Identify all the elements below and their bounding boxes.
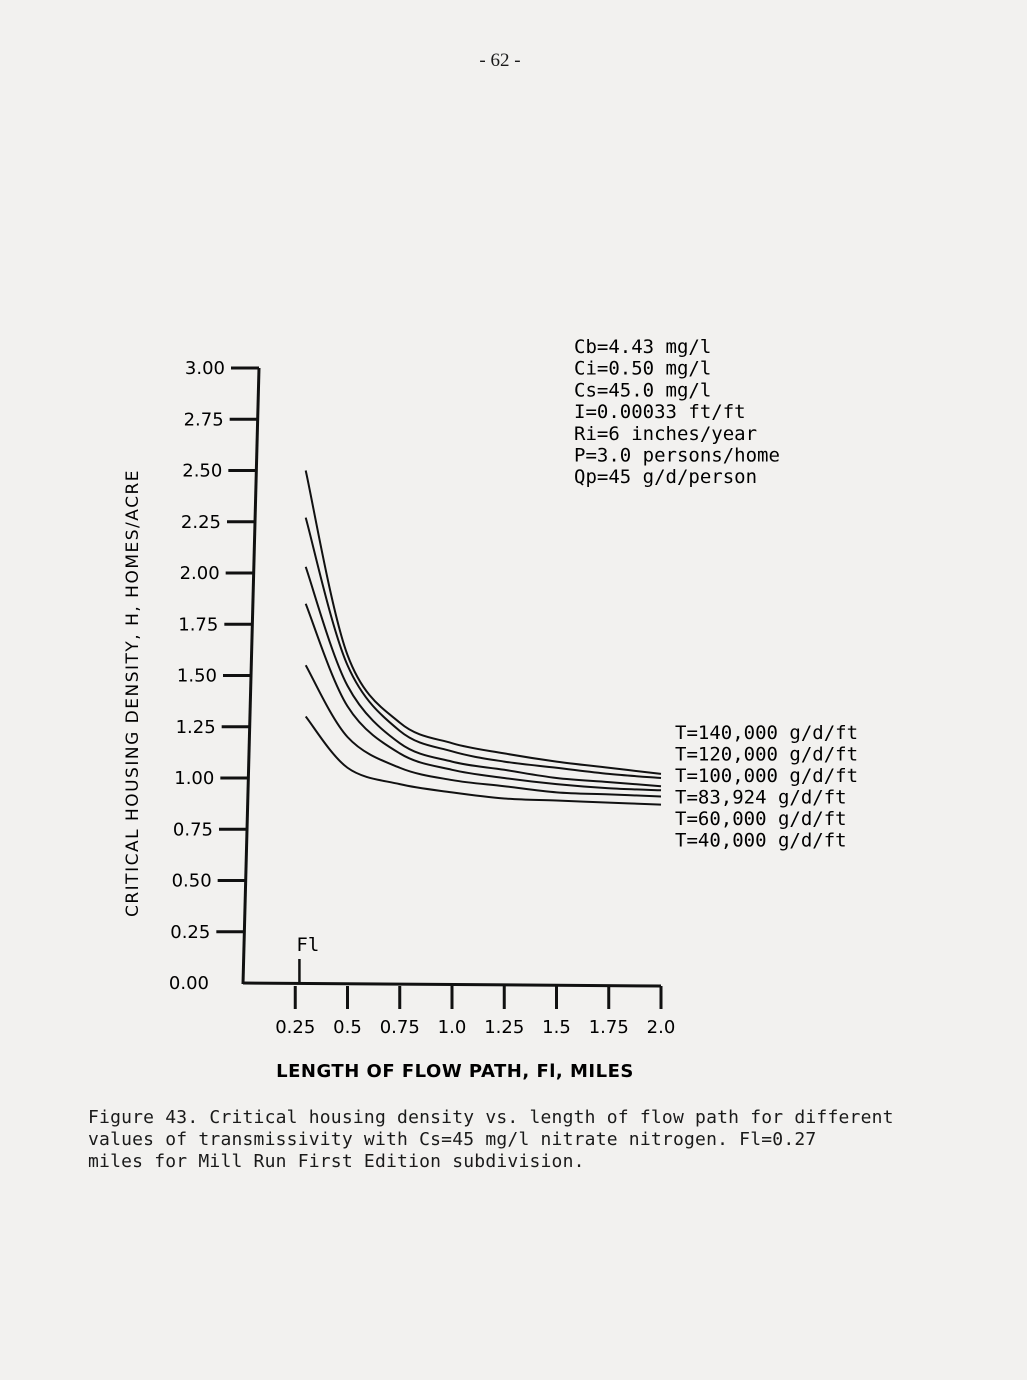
figure-caption: Figure 43. Critical housing density vs. … bbox=[88, 1107, 908, 1173]
series-line bbox=[304, 566, 662, 788]
x-axis-title: LENGTH OF FLOW PATH, Fl, MILES bbox=[276, 1061, 634, 1082]
y-tick-label: 0.50 bbox=[172, 871, 212, 892]
caption-line: Figure 43. Critical housing density vs. … bbox=[88, 1107, 894, 1128]
y-ticks: 0.00 0.25 0.50 0.75 1.00 1.25 1.50 1.75 2.00 2.25… bbox=[169, 358, 259, 994]
parameter-line: Ci=0.50 mg/l bbox=[574, 358, 711, 380]
series-lines bbox=[304, 470, 662, 806]
x-tick-label: 0.25 bbox=[275, 1017, 315, 1038]
parameter-block: Cb=4.43 mg/lCi=0.50 mg/lCs=45.0 mg/lI=0.… bbox=[574, 336, 780, 488]
x-tick-label: 1.0 bbox=[438, 1017, 467, 1038]
parameter-line: Ri=6 inches/year bbox=[574, 423, 757, 445]
series-label: T=83,924 g/d/ft bbox=[675, 787, 847, 809]
fl-marker: Fl bbox=[296, 934, 319, 983]
x-tick-label: 2.0 bbox=[647, 1017, 676, 1038]
fl-marker-label: Fl bbox=[296, 934, 319, 956]
parameter-line: Cs=45.0 mg/l bbox=[574, 379, 711, 401]
parameter-line: I=0.00033 ft/ft bbox=[574, 401, 746, 423]
x-tick-label: 1.25 bbox=[484, 1017, 524, 1038]
series-label: T=100,000 g/d/ft bbox=[675, 765, 858, 787]
x-axis-line bbox=[242, 981, 662, 988]
y-tick-label: 2.00 bbox=[180, 563, 220, 584]
y-tick-label: 2.25 bbox=[181, 512, 221, 533]
y-tick-label: 3.00 bbox=[185, 358, 225, 379]
y-tick-label: 1.25 bbox=[176, 717, 216, 738]
x-ticks: 0.25 0.5 0.75 1.0 1.25 1.5 1.75 2.0 bbox=[275, 986, 675, 1038]
x-tick-label: 1.75 bbox=[589, 1017, 629, 1038]
parameter-line: Qp=45 g/d/person bbox=[574, 466, 757, 488]
y-tick-label: 0.00 bbox=[169, 973, 209, 994]
series-label: T=60,000 g/d/ft bbox=[675, 808, 847, 830]
series-line bbox=[304, 603, 662, 792]
series-label: T=120,000 g/d/ft bbox=[675, 744, 858, 766]
y-axis-title: CRITICAL HOUSING DENSITY, H, HOMES/ACRE bbox=[123, 469, 143, 917]
series-line bbox=[304, 470, 662, 775]
y-tick-label: 1.75 bbox=[178, 614, 218, 635]
y-tick-label: 0.25 bbox=[170, 922, 210, 943]
caption-line: miles for Mill Run First Edition subdivi… bbox=[88, 1151, 585, 1172]
series-label: T=40,000 g/d/ft bbox=[675, 830, 847, 852]
y-tick-label: 2.50 bbox=[182, 461, 222, 482]
series-line bbox=[304, 715, 662, 806]
x-tick-label: 0.75 bbox=[380, 1017, 420, 1038]
y-tick-label: 1.50 bbox=[177, 666, 217, 687]
series-labels: T=140,000 g/d/ftT=120,000 g/d/ftT=100,00… bbox=[675, 722, 858, 852]
parameter-line: Cb=4.43 mg/l bbox=[574, 336, 711, 358]
series-line bbox=[304, 517, 662, 779]
y-tick-label: 1.00 bbox=[174, 768, 214, 789]
x-tick-label: 0.5 bbox=[333, 1017, 362, 1038]
page-number: - 62 - bbox=[479, 50, 521, 71]
x-tick-label: 1.5 bbox=[542, 1017, 571, 1038]
y-tick-label: 0.75 bbox=[173, 819, 213, 840]
series-line bbox=[304, 664, 662, 798]
parameter-line: P=3.0 persons/home bbox=[574, 445, 780, 467]
y-tick-label: 2.75 bbox=[184, 409, 224, 430]
series-label: T=140,000 g/d/ft bbox=[675, 722, 858, 744]
chart: Cb=4.43 mg/lCi=0.50 mg/lCs=45.0 mg/lI=0.… bbox=[123, 336, 858, 1082]
caption-line: values of transmissivity with Cs=45 mg/l… bbox=[88, 1129, 817, 1150]
